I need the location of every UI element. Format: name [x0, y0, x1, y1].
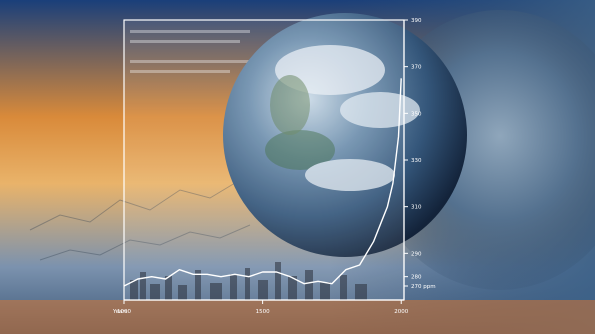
y-tick-label-1: 290 [411, 251, 422, 257]
skyline-silhouette [130, 262, 367, 300]
paper-texture [29, 30, 271, 261]
y-tick-label-6: 390 [411, 18, 422, 24]
globe-clouds [265, 45, 420, 191]
series-line-0 [123, 78, 402, 287]
y-tick-label-5: 370 [411, 65, 422, 71]
y-min-label: 270 ppm [411, 284, 436, 290]
tick-group: 280 290 310 330 350 370 390 270 ppm 1000 1500 2000 [117, 18, 436, 315]
plot-frame [123, 19, 405, 301]
series-layer [123, 78, 402, 287]
y-tick-label-3: 330 [411, 158, 422, 164]
y-tick-label-2: 310 [411, 205, 422, 211]
x-axis-label: Years [112, 309, 128, 315]
x-tick-label-2: 2000 [394, 309, 408, 315]
bottom-glow [0, 300, 595, 334]
x-tick-label-0: 1000 [117, 309, 131, 315]
y-tick-label-0: 280 [411, 275, 422, 281]
x-tick-label-1: 1500 [256, 309, 270, 315]
y-tick-label-4: 350 [411, 111, 422, 117]
